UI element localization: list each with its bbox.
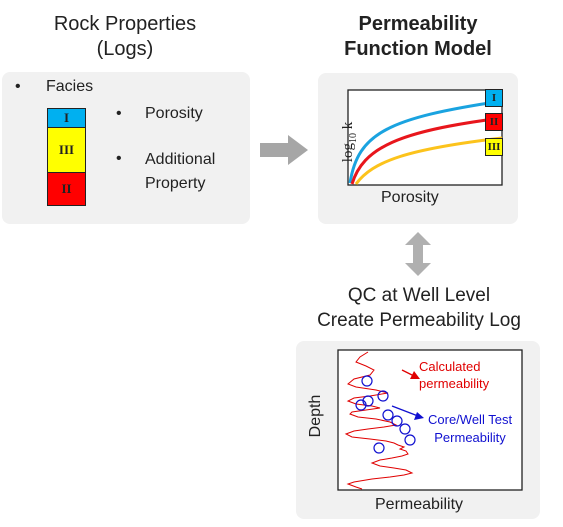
additional-bullet: • xyxy=(116,150,122,167)
core-label-line2: Permeability xyxy=(434,430,506,445)
qc-title: QC at Well Level Create Permeability Log xyxy=(288,283,550,333)
additional-property-label: Additional Property xyxy=(145,148,215,196)
qc-title-line2: Create Permeability Log xyxy=(317,310,521,331)
core-arrowhead xyxy=(414,412,424,420)
model-title: Permeability Function Model xyxy=(318,12,518,62)
core-arrow xyxy=(391,405,419,417)
model-ylabel-base: log xyxy=(340,143,356,163)
curve-tag-I: I xyxy=(485,89,503,107)
core-points xyxy=(355,375,416,454)
core-point xyxy=(391,415,403,427)
core-point xyxy=(399,423,411,435)
core-point xyxy=(373,442,385,454)
facies-label: Facies xyxy=(46,78,94,95)
calculated-permeability-label: Calculated permeability xyxy=(419,358,489,392)
additional-property-line1: Additional xyxy=(145,151,216,168)
facies-box-II: II xyxy=(47,172,86,206)
calculated-permeability-curve xyxy=(344,351,414,490)
core-point xyxy=(382,409,394,421)
additional-property-line2: Property xyxy=(145,175,206,192)
model-title-line2: Function Model xyxy=(344,38,492,60)
curve-facies-III xyxy=(354,136,503,185)
porosity-label: Porosity xyxy=(145,105,203,122)
calculated-arrowhead xyxy=(410,371,420,379)
rock-properties-title-line1: Rock Properties xyxy=(53,13,197,35)
rock-properties-title: Rock Properties (Logs) xyxy=(20,12,230,62)
curve-tag-III: III xyxy=(485,138,503,156)
model-ylabel-var: k xyxy=(340,121,356,134)
qc-plot-area xyxy=(337,349,523,491)
model-ylabel-sub: 10 xyxy=(348,133,359,144)
facies-box-I: I xyxy=(47,108,86,127)
right-arrow-icon xyxy=(260,135,308,165)
model-ylabel: log10 k xyxy=(338,107,359,177)
calculated-label-line1: Calculated xyxy=(419,359,481,374)
qc-xlabel: Permeability xyxy=(375,496,464,513)
core-point xyxy=(404,434,416,446)
calculated-label-line2: permeability xyxy=(419,376,490,391)
core-point xyxy=(361,375,373,387)
porosity-bullet: • xyxy=(116,105,122,122)
model-xlabel: Porosity xyxy=(381,189,439,206)
facies-bullet: • xyxy=(15,78,21,95)
core-point xyxy=(377,390,389,402)
facies-box-III: III xyxy=(47,127,86,172)
core-label-line1: Core/Well Test xyxy=(428,412,513,427)
core-permeability-label: Core/Well Test Permeability xyxy=(428,411,512,447)
vertical-double-arrow-icon xyxy=(405,232,431,276)
qc-title-line1: QC at Well Level xyxy=(347,285,491,306)
curve-facies-II xyxy=(350,116,503,185)
qc-ylabel: Depth xyxy=(307,394,324,438)
rock-properties-panel xyxy=(2,72,250,224)
core-point xyxy=(362,395,374,407)
rock-properties-title-line2: (Logs) xyxy=(96,38,154,60)
qc-chart xyxy=(337,349,523,491)
model-chart xyxy=(347,89,503,186)
model-title-line1: Permeability xyxy=(358,13,478,35)
curve-facies-I xyxy=(348,99,503,184)
curve-tag-II: II xyxy=(485,113,503,131)
